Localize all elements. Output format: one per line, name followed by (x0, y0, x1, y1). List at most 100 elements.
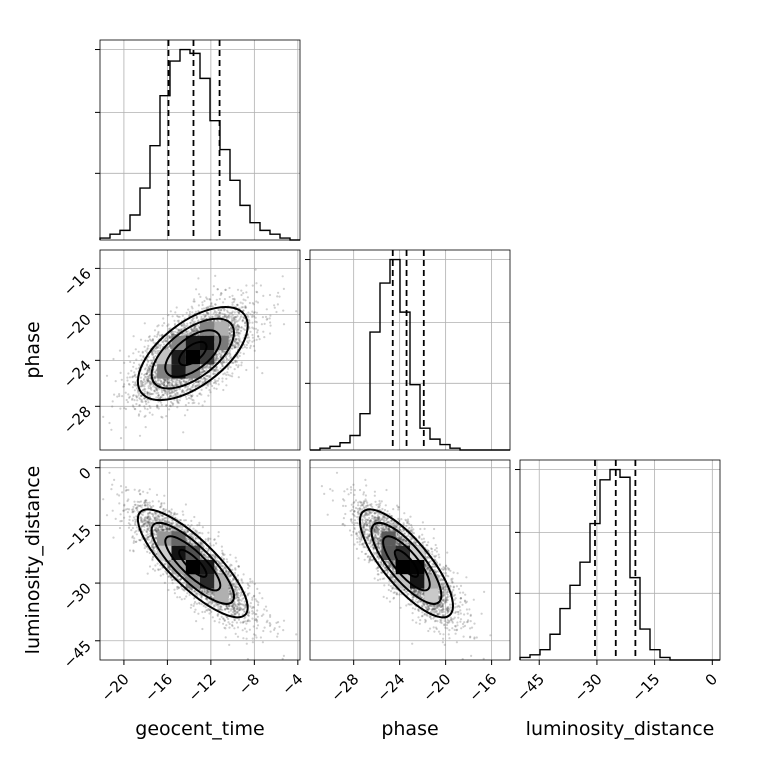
hist-geocent-time-grid (123, 40, 299, 240)
sample-point (228, 314, 231, 317)
sample-point (236, 315, 239, 318)
sample-point (182, 378, 185, 381)
sample-point (212, 285, 215, 288)
sample-point (151, 362, 154, 365)
sample-point (147, 385, 150, 388)
sample-point (155, 335, 158, 338)
sample-point (197, 333, 200, 336)
sample-point (215, 314, 219, 318)
sample-point (166, 324, 169, 327)
sample-point (219, 367, 222, 370)
sample-point (227, 315, 230, 318)
hist-luminosity-distance-grid (538, 460, 713, 660)
sample-point (201, 371, 204, 374)
sample-point (138, 363, 141, 366)
sample-point (157, 393, 160, 397)
sample-point (230, 356, 233, 359)
sample-point (223, 298, 226, 301)
sample-point (224, 288, 227, 291)
sample-point (175, 382, 178, 385)
sample-point (171, 333, 174, 336)
sample-point (173, 319, 176, 322)
sample-point (143, 373, 146, 377)
sample-point (154, 355, 157, 358)
sample-point (142, 356, 145, 359)
sample-point (203, 610, 207, 614)
sample-point (146, 392, 149, 395)
sample-point (137, 414, 140, 417)
sample-point (135, 402, 138, 406)
sample-point (127, 355, 130, 358)
sample-point (157, 394, 160, 397)
sample-point (234, 337, 237, 340)
sample-point (257, 335, 260, 338)
sample-point (230, 347, 233, 350)
sample-point (159, 384, 162, 387)
sample-point (193, 300, 196, 303)
sample-point (235, 342, 238, 345)
sample-point (215, 357, 218, 360)
sample-point (205, 367, 208, 370)
sample-point (215, 365, 218, 368)
sample-point (254, 327, 258, 330)
sample-point (149, 406, 152, 409)
sample-point (255, 290, 258, 293)
sample-point (144, 373, 147, 376)
sample-point (157, 383, 161, 386)
sample-point (251, 321, 254, 324)
panel-geocent-time-vs-phase-y-tick-label: −16 (60, 264, 95, 299)
sample-point (146, 348, 149, 351)
sample-point (214, 359, 218, 362)
sample-point (143, 388, 146, 391)
sample-point (191, 311, 194, 314)
sample-point (188, 310, 191, 313)
sample-point (160, 381, 163, 384)
sample-point (281, 275, 284, 278)
sample-point (125, 398, 128, 402)
sample-point (193, 298, 196, 301)
sample-point (178, 315, 181, 318)
sample-point (159, 345, 162, 348)
sample-point (181, 389, 184, 392)
sample-point (229, 339, 232, 342)
sample-point (142, 490, 145, 493)
sample-point (156, 325, 159, 328)
sample-point (253, 311, 256, 314)
sample-point (206, 378, 209, 381)
sample-point (275, 310, 278, 314)
sample-point (247, 336, 250, 339)
sample-point (132, 352, 135, 355)
sample-point (198, 379, 201, 382)
sample-point (175, 389, 178, 392)
sample-point (176, 401, 179, 404)
sample-point (134, 384, 137, 387)
sample-point (236, 304, 239, 307)
sample-point (146, 391, 149, 394)
sample-point (251, 314, 254, 317)
sample-point (142, 384, 145, 387)
sample-point (200, 603, 203, 606)
sample-point (222, 350, 225, 353)
sample-point (140, 400, 143, 403)
sample-point (282, 323, 286, 326)
sample-point (170, 333, 173, 336)
sample-point (175, 384, 178, 387)
sample-point (174, 330, 177, 333)
sample-point (241, 302, 244, 305)
sample-point (197, 402, 200, 405)
sample-point (229, 353, 232, 356)
sample-point (182, 390, 185, 393)
sample-point (273, 306, 276, 309)
sample-point (244, 299, 247, 302)
sample-point (187, 388, 190, 391)
sample-point (248, 321, 251, 324)
sample-point (237, 342, 240, 345)
sample-point (219, 355, 222, 358)
sample-point (186, 324, 189, 327)
sample-point (211, 293, 214, 296)
sample-point (208, 298, 211, 301)
sample-point (263, 336, 266, 339)
sample-point (206, 313, 209, 316)
sample-point (146, 371, 149, 374)
sample-point (151, 500, 154, 503)
